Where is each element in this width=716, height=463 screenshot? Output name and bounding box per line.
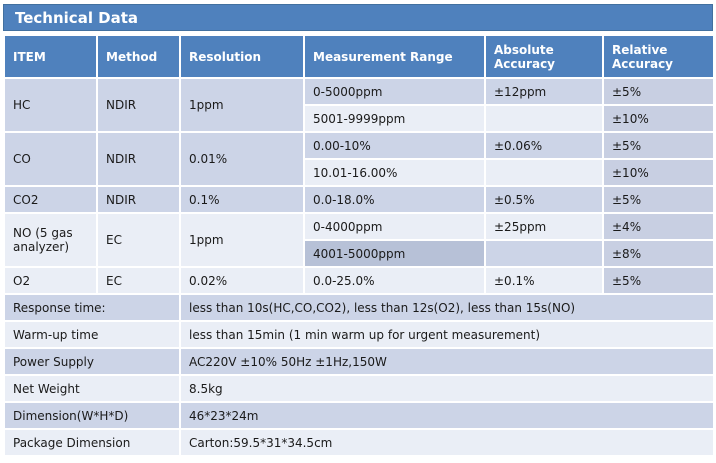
gas-row-o2: O2 EC 0.02% 0.0-25.0% ±0.1% ±5%: [3, 266, 715, 295]
spec-value-cell: Carton:59.5*31*34.5cm: [179, 428, 715, 457]
relative-cell: ±10%: [602, 104, 715, 133]
spec-row-package-dimension: Package Dimension Carton:59.5*31*34.5cm: [3, 428, 715, 457]
range-cell: 0.0-25.0%: [303, 266, 486, 295]
spec-label-cell: Response time:: [3, 293, 181, 322]
absolute-cell: ±12ppm: [484, 77, 604, 106]
table-title: Technical Data: [3, 4, 713, 31]
item-cell: CO2: [3, 185, 98, 214]
relative-cell: ±5%: [602, 77, 715, 106]
relative-cell: ±5%: [602, 131, 715, 160]
gas-row-co-2: 10.01-16.00% ±10%: [4, 158, 715, 187]
item-cell: CO: [3, 131, 98, 187]
spec-value-cell: less than 15min (1 min warm up for urgen…: [179, 320, 715, 349]
relative-cell: ±5%: [602, 266, 715, 295]
method-cell: EC: [96, 266, 181, 295]
spec-row-dimension: Dimension(W*H*D) 46*23*24m: [3, 401, 715, 430]
absolute-cell: ±25ppm: [484, 212, 604, 241]
gas-row-co2: CO2 NDIR 0.1% 0.0-18.0% ±0.5% ±5%: [3, 185, 715, 214]
absolute-cell: [484, 104, 604, 133]
absolute-cell: ±0.06%: [484, 131, 604, 160]
resolution-cell: 0.01%: [179, 131, 305, 187]
absolute-cell: ±0.1%: [484, 266, 604, 295]
range-cell: 0.0-18.0%: [303, 185, 486, 214]
gas-row-co-1: CO NDIR 0.01% 0.00-10% ±0.06% ±5%: [3, 131, 715, 187]
spec-value-cell: AC220V ±10% 50Hz ±1Hz,150W: [179, 347, 715, 376]
spec-row-net-weight: Net Weight 8.5kg: [3, 374, 715, 403]
spec-label-cell: Power Supply: [3, 347, 181, 376]
gas-row-hc-2: 5001-9999ppm ±10%: [4, 104, 715, 133]
range-cell: 5001-9999ppm: [303, 104, 486, 133]
col-header-range: Measurement Range: [303, 34, 486, 79]
method-cell: NDIR: [96, 77, 181, 133]
range-cell: 4001-5000ppm: [303, 239, 486, 268]
col-header-relative: Relative Accuracy: [602, 34, 715, 79]
method-cell: NDIR: [96, 185, 181, 214]
resolution-cell: 0.02%: [179, 266, 305, 295]
absolute-cell: [484, 158, 604, 187]
spec-label-cell: Net Weight: [3, 374, 181, 403]
range-cell: 0.00-10%: [303, 131, 486, 160]
col-header-item: ITEM: [3, 34, 98, 79]
relative-cell: ±8%: [602, 239, 715, 268]
relative-cell: ±5%: [602, 185, 715, 214]
gas-row-no-2: 4001-5000ppm ±8%: [4, 239, 715, 268]
spec-label-cell: Dimension(W*H*D): [3, 401, 181, 430]
technical-data-table: ITEM Method Resolution Measurement Range…: [3, 34, 715, 457]
spec-label-cell: Package Dimension: [3, 428, 181, 457]
header-row: ITEM Method Resolution Measurement Range…: [3, 34, 715, 79]
item-cell: O2: [3, 266, 98, 295]
range-cell: 0-5000ppm: [303, 77, 486, 106]
range-cell: 10.01-16.00%: [303, 158, 486, 187]
range-cell: 0-4000ppm: [303, 212, 486, 241]
absolute-cell: ±0.5%: [484, 185, 604, 214]
resolution-cell: 1ppm: [179, 77, 305, 133]
col-header-absolute: Absolute Accuracy: [484, 34, 604, 79]
item-cell: NO (5 gas analyzer): [3, 212, 98, 268]
col-header-method: Method: [96, 34, 181, 79]
relative-cell: ±4%: [602, 212, 715, 241]
spec-row-response-time: Response time: less than 10s(HC,CO,CO2),…: [3, 293, 715, 322]
col-header-resolution: Resolution: [179, 34, 305, 79]
spec-value-cell: less than 10s(HC,CO,CO2), less than 12s(…: [179, 293, 715, 322]
resolution-cell: 0.1%: [179, 185, 305, 214]
spec-row-power-supply: Power Supply AC220V ±10% 50Hz ±1Hz,150W: [3, 347, 715, 376]
gas-row-no-1: NO (5 gas analyzer) EC 1ppm 0-4000ppm ±2…: [3, 212, 715, 268]
item-cell: HC: [3, 77, 98, 133]
spec-label-cell: Warm-up time: [3, 320, 181, 349]
spec-row-warmup-time: Warm-up time less than 15min (1 min warm…: [3, 320, 715, 349]
spec-value-cell: 46*23*24m: [179, 401, 715, 430]
method-cell: NDIR: [96, 131, 181, 187]
absolute-cell: [484, 239, 604, 268]
resolution-cell: 1ppm: [179, 212, 305, 268]
relative-cell: ±10%: [602, 158, 715, 187]
gas-row-hc-1: HC NDIR 1ppm 0-5000ppm ±12ppm ±5%: [3, 77, 715, 133]
method-cell: EC: [96, 212, 181, 268]
spec-value-cell: 8.5kg: [179, 374, 715, 403]
